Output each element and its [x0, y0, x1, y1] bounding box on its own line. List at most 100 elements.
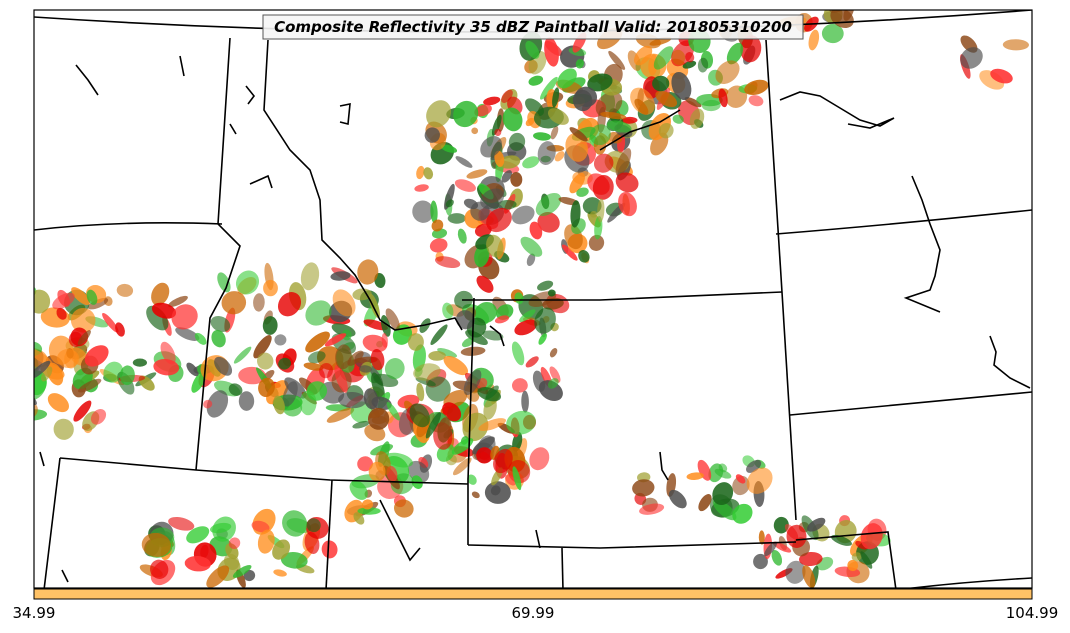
reflectivity-blob — [57, 348, 80, 369]
reflectivity-blob — [860, 523, 883, 550]
reflectivity-blob — [414, 184, 429, 192]
reflectivity-blob — [655, 90, 678, 108]
reflectivity-blob — [576, 187, 589, 197]
reflectivity-blob — [582, 197, 602, 215]
reflectivity-blob — [321, 540, 338, 559]
reflectivity-blob — [472, 436, 495, 455]
reflectivity-blob — [278, 357, 292, 370]
reflectivity-blob — [753, 553, 768, 570]
reflectivity-blob — [282, 510, 308, 537]
reflectivity-blob — [153, 359, 180, 376]
reflectivity-blob — [471, 491, 480, 499]
border-idaho-south — [59, 457, 469, 485]
reflectivity-blob — [258, 377, 275, 398]
reflectivity-blob — [483, 397, 497, 420]
reflectivity-blob — [829, 10, 845, 13]
reflectivity-blob — [423, 167, 434, 180]
reflectivity-blob — [466, 169, 488, 179]
reflectivity-blob — [668, 489, 687, 509]
reflectivity-blob — [304, 532, 320, 554]
reflectivity-blob — [430, 324, 448, 346]
reflectivity-blob — [529, 221, 543, 240]
reflectivity-blob — [718, 88, 728, 108]
reflectivity-blob — [349, 480, 368, 500]
reflectivity-blob — [47, 393, 69, 413]
reflectivity-blob — [168, 516, 195, 531]
reflectivity-blob — [10, 391, 34, 417]
reflectivity-blob — [525, 40, 540, 59]
reflectivity-blob — [494, 128, 502, 136]
reflectivity-blob — [486, 207, 512, 233]
reflectivity-blob — [535, 192, 562, 217]
reflectivity-blob — [684, 96, 702, 108]
reflectivity-blob — [689, 108, 705, 129]
reflectivity-blob — [589, 124, 611, 146]
reflectivity-blob — [758, 530, 765, 545]
reflectivity-blob — [324, 333, 347, 347]
reflectivity-blob — [550, 125, 559, 140]
reflectivity-blob — [393, 499, 414, 518]
reflectivity-blob — [511, 205, 535, 225]
border-sd-ne — [789, 391, 1032, 416]
reflectivity-blob — [547, 108, 569, 125]
reflectivity-blob — [793, 0, 814, 10]
reflectivity-blob — [483, 96, 501, 106]
reflectivity-blob — [151, 282, 170, 306]
title-box-background — [262, 14, 804, 40]
reflectivity-blob — [671, 49, 686, 66]
reflectivity-blob — [184, 555, 211, 572]
reflectivity-blob — [56, 307, 67, 320]
reflectivity-blob — [335, 344, 352, 370]
reflectivity-blob — [73, 400, 92, 422]
reflectivity-blob — [470, 201, 490, 221]
colorbar-tick-label-mid: 69.99 — [512, 604, 555, 622]
reflectivity-blob — [303, 362, 324, 371]
reflectivity-blob — [732, 503, 753, 524]
reflectivity-blob — [235, 270, 260, 295]
reflectivity-blob — [308, 351, 326, 364]
reflectivity-blob — [305, 331, 330, 353]
reflectivity-blob — [300, 262, 320, 291]
water-feature-10 — [61, 569, 69, 583]
reflectivity-blob — [735, 474, 746, 484]
reflectivity-blob — [277, 292, 302, 317]
border-ne-south — [795, 531, 897, 588]
reflectivity-blob — [206, 390, 229, 418]
reflectivity-blob — [141, 532, 171, 557]
reflectivity-blob — [306, 518, 321, 533]
reflectivity-blob — [266, 380, 289, 405]
reflectivity-blob — [772, 541, 792, 553]
reflectivity-blob — [305, 300, 332, 326]
reflectivity-blob — [451, 438, 474, 455]
reflectivity-blob — [257, 529, 275, 554]
reflectivity-blob — [334, 365, 348, 393]
reflectivity-blob — [171, 304, 198, 330]
reflectivity-blob — [615, 172, 639, 193]
reflectivity-blob — [525, 117, 535, 127]
water-feature-8 — [659, 451, 669, 481]
reflectivity-blob — [77, 330, 91, 346]
reflectivity-blob — [494, 315, 510, 324]
reflectivity-blob — [221, 291, 247, 315]
reflectivity-blob — [361, 499, 374, 510]
reflectivity-blob — [443, 355, 469, 376]
reflectivity-blob — [512, 378, 528, 393]
reflectivity-blob — [440, 144, 458, 153]
colorbar-tick-label-max: 104.99 — [1006, 604, 1059, 622]
river-missouri — [599, 109, 681, 151]
reflectivity-blob — [632, 479, 655, 497]
reflectivity-blob — [84, 345, 109, 367]
reflectivity-blob — [618, 192, 637, 217]
reflectivity-blob — [1002, 39, 1029, 51]
reflectivity-blob — [547, 289, 556, 297]
reflectivity-blob — [486, 234, 504, 258]
reflectivity-blob — [855, 540, 868, 550]
reflectivity-blob — [537, 280, 554, 291]
reflectivity-blob — [119, 365, 135, 386]
reflectivity-blob — [851, 552, 862, 562]
reflectivity-blob — [529, 447, 550, 471]
reflectivity-blob — [590, 210, 598, 218]
reflectivity-blob — [416, 382, 425, 402]
reflectivity-blob — [634, 98, 649, 115]
reflectivity-blob — [526, 253, 536, 267]
